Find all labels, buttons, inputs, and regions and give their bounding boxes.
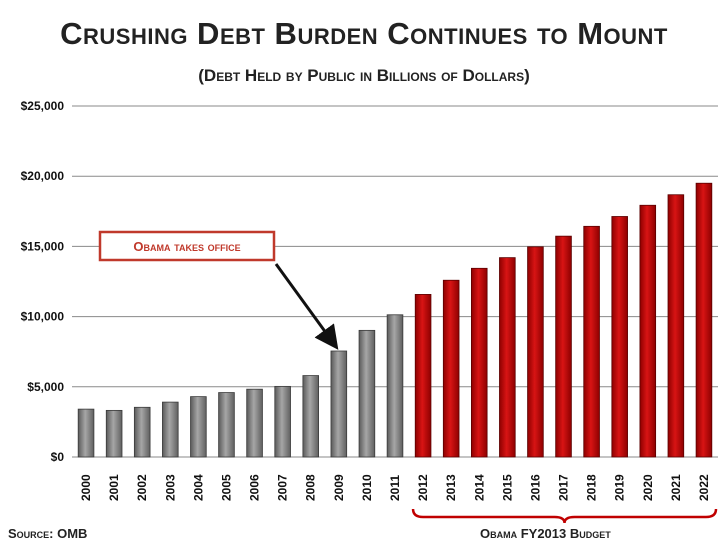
bar-2020 — [639, 204, 657, 458]
x-tick-label: 2006 — [248, 474, 262, 501]
x-tick-label: 2016 — [528, 474, 542, 501]
y-tick-label: $5,000 — [27, 380, 64, 394]
bar-2013 — [442, 279, 460, 458]
x-tick-label: 2010 — [360, 474, 374, 501]
projection-bracket — [411, 508, 718, 524]
bar-2010 — [358, 329, 376, 458]
x-tick-label: 2015 — [500, 474, 514, 501]
x-tick-label: 2002 — [135, 474, 149, 501]
x-tick-label: 2018 — [585, 474, 599, 501]
bar-2002 — [133, 406, 151, 458]
x-tick-label: 2022 — [697, 474, 711, 501]
x-tick-label: 2003 — [163, 474, 177, 501]
y-tick-label: $10,000 — [21, 310, 65, 324]
bar-2000 — [77, 408, 95, 458]
bar-2008 — [302, 375, 320, 458]
bar-2019 — [611, 216, 628, 458]
x-tick-label: 2021 — [669, 474, 683, 501]
bar-2011 — [386, 314, 404, 458]
y-tick-label: $25,000 — [21, 99, 65, 113]
bar-2006 — [246, 388, 263, 458]
bar-2017 — [555, 235, 572, 458]
budget-bracket-label: Obama FY2013 Budget — [480, 526, 611, 541]
x-tick-label: 2019 — [613, 474, 627, 501]
x-tick-label: 2005 — [219, 474, 233, 501]
y-tick-label: $20,000 — [21, 169, 65, 183]
x-tick-label: 2013 — [444, 474, 458, 501]
bar-2014 — [470, 267, 488, 458]
x-tick-label: 2020 — [641, 474, 655, 501]
x-tick-label: 2009 — [332, 474, 346, 501]
bar-2015 — [499, 257, 516, 458]
bar-2003 — [162, 401, 179, 458]
x-tick-label: 2000 — [79, 474, 93, 501]
x-tick-label: 2008 — [304, 474, 318, 501]
y-tick-label: $0 — [51, 450, 65, 464]
annotation-box — [98, 230, 276, 262]
x-tick-label: 2017 — [557, 474, 571, 501]
chart-subtitle: (Debt Held by Public in Billions of Doll… — [198, 66, 530, 85]
chart-title: Crushing Debt Burden Continues to Mount — [60, 16, 668, 51]
bar-2004 — [190, 396, 207, 458]
x-tick-label: 2011 — [388, 475, 402, 501]
annotation-text: Obama takes office — [133, 239, 240, 254]
bar-2005 — [218, 392, 235, 458]
x-tick-label: 2007 — [276, 474, 290, 501]
bar-2021 — [667, 194, 685, 458]
bar-2016 — [527, 246, 544, 458]
x-tick-label: 2012 — [416, 474, 430, 501]
source-note: Source: OMB — [8, 526, 88, 541]
bar-2009 — [330, 350, 348, 458]
bar-2022 — [695, 182, 713, 458]
bar-2007 — [274, 385, 291, 458]
x-tick-label: 2001 — [107, 474, 121, 501]
annotation-arrow — [274, 263, 339, 350]
x-tick-label: 2004 — [191, 474, 205, 501]
bar-2001 — [105, 409, 123, 458]
x-tick-label: 2014 — [472, 474, 486, 501]
bar-2012 — [414, 294, 432, 458]
bar-2018 — [583, 225, 600, 458]
y-tick-label: $15,000 — [21, 239, 65, 253]
